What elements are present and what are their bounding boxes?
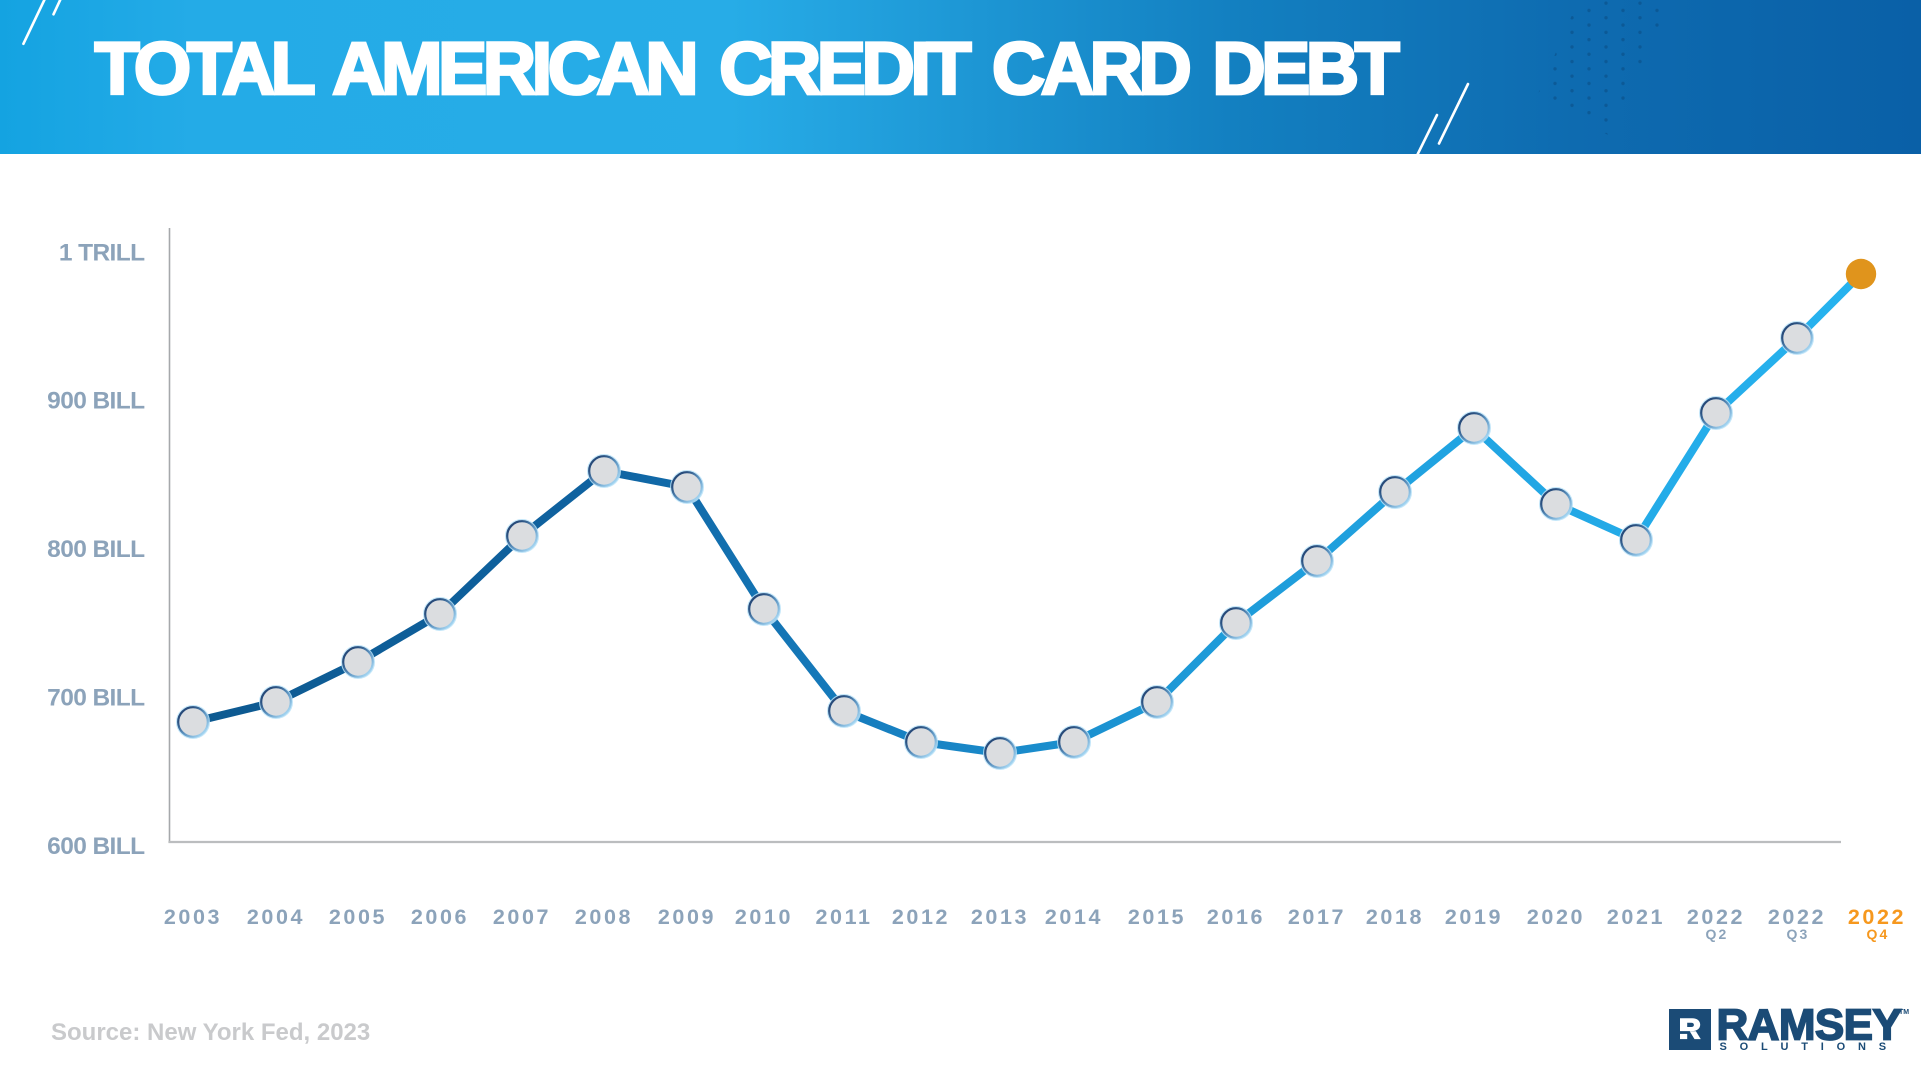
svg-text:900 BILL: 900 BILL: [47, 388, 145, 415]
svg-text:2014: 2014: [1045, 905, 1103, 929]
svg-text:Source: New York Fed, 2023: Source: New York Fed, 2023: [51, 1019, 370, 1046]
svg-text:2005: 2005: [329, 905, 387, 929]
svg-text:2010: 2010: [735, 905, 793, 929]
svg-text:RAMSEY: RAMSEY: [1717, 1001, 1902, 1050]
svg-text:2009: 2009: [658, 905, 716, 929]
svg-text:2012: 2012: [892, 905, 950, 929]
svg-text:2006: 2006: [411, 905, 469, 929]
svg-text:2021: 2021: [1607, 905, 1665, 929]
svg-text:Q2: Q2: [1705, 926, 1728, 942]
svg-text:2007: 2007: [493, 905, 551, 929]
svg-text:Q4: Q4: [1866, 926, 1889, 942]
svg-text:2017: 2017: [1288, 905, 1346, 929]
svg-text:2008: 2008: [575, 905, 633, 929]
svg-text:2019: 2019: [1445, 905, 1503, 929]
svg-text:2020: 2020: [1527, 905, 1585, 929]
svg-text:600 BILL: 600 BILL: [47, 833, 145, 860]
svg-text:2022: 2022: [1687, 905, 1745, 929]
svg-text:1 TRILL: 1 TRILL: [59, 240, 145, 267]
svg-text:2022: 2022: [1848, 905, 1906, 929]
svg-text:2018: 2018: [1366, 905, 1424, 929]
svg-text:Q3: Q3: [1786, 926, 1809, 942]
svg-text:2016: 2016: [1207, 905, 1265, 929]
svg-text:SOLUTIONS: SOLUTIONS: [1720, 1041, 1899, 1053]
svg-text:2004: 2004: [247, 905, 305, 929]
svg-text:2011: 2011: [815, 905, 872, 929]
svg-text:800 BILL: 800 BILL: [47, 536, 145, 563]
svg-text:TOTAL AMERICAN CREDIT CARD DEB: TOTAL AMERICAN CREDIT CARD DEBT: [95, 27, 1400, 110]
svg-text:2015: 2015: [1128, 905, 1186, 929]
svg-text:2003: 2003: [164, 905, 222, 929]
svg-text:TM: TM: [1899, 1009, 1909, 1016]
svg-text:2013: 2013: [971, 905, 1029, 929]
svg-text:700 BILL: 700 BILL: [47, 685, 145, 712]
svg-text:2022: 2022: [1768, 905, 1826, 929]
